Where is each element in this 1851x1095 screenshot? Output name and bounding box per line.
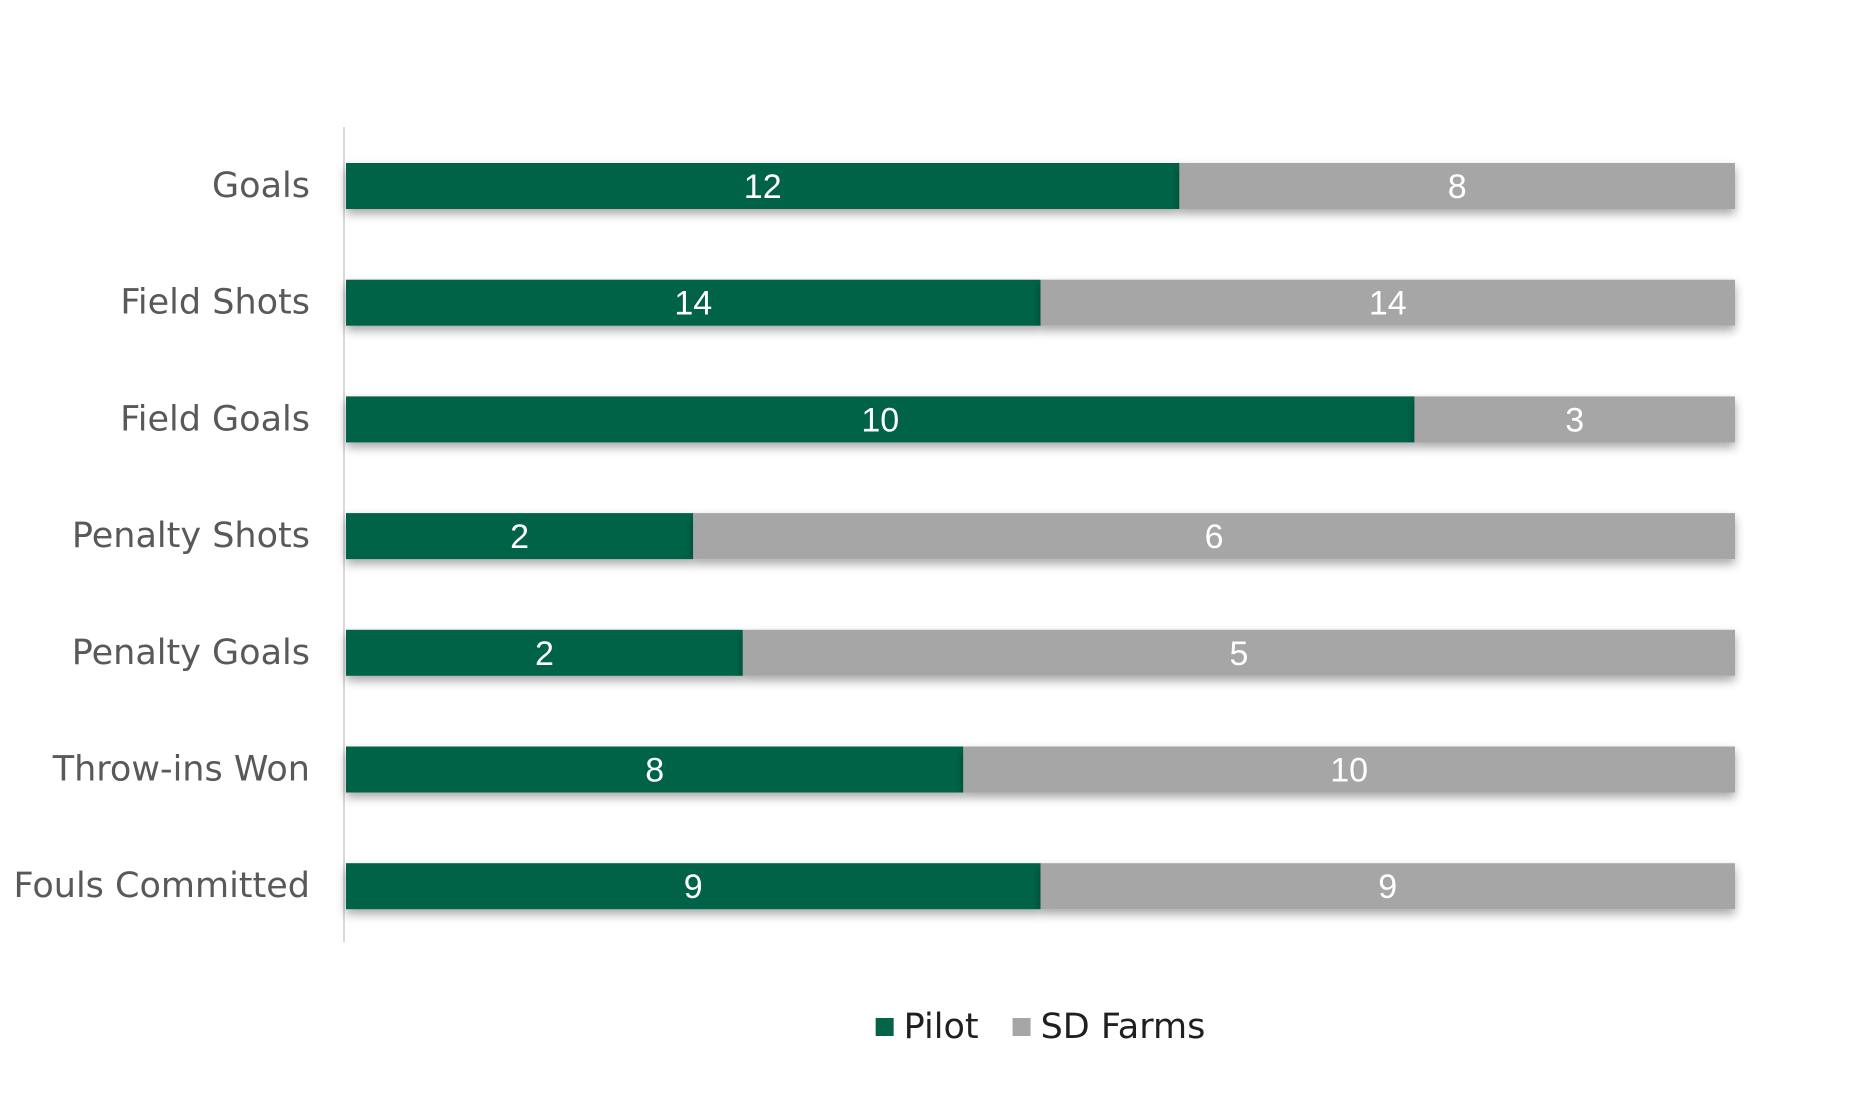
bar-sd-farms-goals [1179, 163, 1735, 209]
data-label-pilot-field-shots: 14 [674, 285, 712, 323]
data-label-sd-farms-fouls-committed: 9 [1378, 868, 1397, 906]
category-label-penalty-shots: Penalty Shots [72, 516, 310, 556]
bar-sd-farms-penalty-goals [742, 629, 1735, 676]
bar-pilot-field-goals [346, 396, 1415, 443]
bar-pilot-penalty-goals [346, 629, 743, 676]
legend-label: SD Farms [1041, 1007, 1206, 1047]
legend-label: Pilot [904, 1007, 979, 1047]
legend: Pilot SD Farms [875, 1007, 1206, 1047]
category-label-penalty-goals: Penalty Goals [72, 633, 310, 673]
bar-sd-farms-penalty-shots [693, 513, 1735, 560]
data-label-pilot-fouls-committed: 9 [684, 868, 703, 906]
legend-swatch [875, 1018, 894, 1036]
bar-sd-farms-field-shots [1040, 279, 1735, 326]
data-label-sd-farms-field-goals: 3 [1565, 401, 1584, 439]
bar-pilot-fouls-committed [346, 863, 1041, 910]
data-label-sd-farms-goals: 8 [1448, 168, 1467, 206]
legend-item-sd-farms: SD Farms [1012, 1007, 1206, 1047]
data-label-sd-farms-field-shots: 14 [1369, 285, 1407, 323]
data-label-sd-farms-penalty-goals: 5 [1229, 635, 1248, 673]
data-label-sd-farms-throw-ins-won: 10 [1330, 752, 1368, 790]
bar-pilot-throw-ins-won [346, 746, 964, 793]
category-axis-labels: Goals Field Shots Field Goals Penalty Shots… [13, 166, 310, 906]
legend-swatch [1012, 1018, 1031, 1036]
category-label-throw-ins-won: Throw-ins Won [52, 750, 310, 790]
data-label-pilot-goals: 12 [744, 168, 782, 206]
bar-sd-farms-fouls-committed [1040, 863, 1735, 910]
category-label-field-shots: Field Shots [120, 283, 310, 323]
data-label-pilot-throw-ins-won: 8 [645, 752, 664, 790]
data-label-pilot-field-goals: 10 [861, 401, 899, 439]
data-label-pilot-penalty-goals: 2 [535, 635, 554, 673]
bar-pilot-goals [346, 163, 1180, 209]
category-label-field-goals: Field Goals [120, 399, 310, 439]
bar-pilot-field-shots [346, 279, 1041, 326]
category-label-fouls-committed: Fouls Committed [13, 866, 310, 906]
data-label-pilot-penalty-shots: 2 [510, 518, 529, 556]
bar-pilot-penalty-shots [346, 513, 694, 560]
bar-sd-farms-throw-ins-won [963, 746, 1735, 793]
legend-item-pilot: Pilot [875, 1007, 979, 1047]
category-label-goals: Goals [212, 166, 310, 206]
bar-sd-farms-field-goals [1414, 396, 1735, 443]
plot-area: 12 8 14 14 10 3 2 6 2 5 8 10 9 9 [346, 163, 1735, 910]
data-label-sd-farms-penalty-shots: 6 [1205, 518, 1224, 556]
